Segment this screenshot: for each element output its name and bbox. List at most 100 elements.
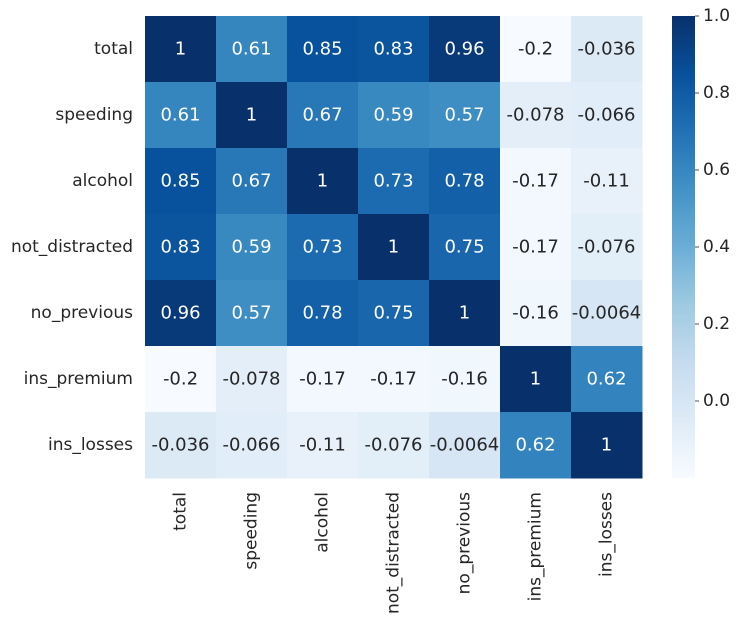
- x-axis-tick-labels: total speeding alcohol not_distracted no_pre…: [171, 492, 617, 614]
- heatmap-cell: [358, 16, 430, 83]
- heatmap-cell-value: 0.59: [373, 105, 413, 126]
- heatmap-cell-value: 0.96: [160, 303, 200, 324]
- heatmap-cell-value: 0.57: [231, 303, 271, 324]
- colorbar-tick-label: 0.8: [703, 83, 730, 103]
- heatmap-cell: [287, 346, 359, 413]
- heatmap-cell: [500, 412, 572, 479]
- heatmap-cell-value: -0.11: [299, 435, 346, 456]
- colorbar: 0.0 0.2 0.4 0.6 0.8 1.0: [672, 6, 730, 478]
- heatmap-cell-value: -0.078: [506, 105, 564, 126]
- heatmap-cell-value: -0.16: [441, 369, 488, 390]
- y-tick-label: not_distracted: [11, 237, 133, 257]
- heatmap-cell: [216, 16, 288, 83]
- heatmap-cell-value: 0.75: [373, 303, 413, 324]
- heatmap-cell: [571, 280, 643, 347]
- heatmap-cell-value: -0.17: [512, 171, 559, 192]
- heatmap-cell: [287, 280, 359, 347]
- x-tick-label: total: [171, 492, 191, 531]
- heatmap-cell: [429, 148, 501, 215]
- heatmap-cells: [145, 16, 643, 479]
- x-tick-label: not_distracted: [384, 492, 404, 614]
- heatmap-cell-labels: 1 0.61 0.85 0.83 0.96 -0.2 -0.036 0.61 1 0.67 0.59…: [151, 39, 641, 456]
- heatmap-cell: [358, 346, 430, 413]
- colorbar-gradient: [672, 16, 695, 478]
- heatmap-cell: [145, 412, 217, 479]
- heatmap-cell-value: 0.78: [302, 303, 342, 324]
- heatmap-cell-value: -0.11: [583, 171, 630, 192]
- heatmap-cell: [429, 82, 501, 149]
- heatmap-cell: [287, 148, 359, 215]
- heatmap-cell: [429, 346, 501, 413]
- y-tick-label: ins_premium: [24, 369, 133, 389]
- heatmap-cell-value: 0.67: [231, 171, 271, 192]
- heatmap-cell: [145, 346, 217, 413]
- heatmap-cell-value: -0.076: [364, 435, 422, 456]
- heatmap-cell: [358, 280, 430, 347]
- heatmap-cell-value: 0.73: [302, 237, 342, 258]
- heatmap-cell-value: 1: [246, 105, 257, 126]
- heatmap-cell: [571, 148, 643, 215]
- colorbar-tick-label: 1.0: [703, 6, 730, 26]
- x-tick-label: ins_premium: [526, 492, 546, 601]
- y-tick-label: alcohol: [72, 171, 133, 191]
- heatmap-cell: [571, 16, 643, 83]
- heatmap-cell: [358, 148, 430, 215]
- heatmap-cell: [571, 214, 643, 281]
- heatmap-cell-value: 0.78: [444, 171, 484, 192]
- heatmap-cell: [145, 280, 217, 347]
- heatmap-cell-value: -0.17: [370, 369, 417, 390]
- heatmap-cell: [358, 214, 430, 281]
- heatmap-cell: [287, 16, 359, 83]
- colorbar-tick-label: 0.0: [703, 391, 730, 411]
- heatmap-cell-value: 0.61: [231, 39, 271, 60]
- heatmap-cell-value: 1: [388, 237, 399, 258]
- heatmap-cell-value: 1: [601, 435, 612, 456]
- heatmap-cell-value: 0.83: [373, 39, 413, 60]
- heatmap-cell-value: 0.57: [444, 105, 484, 126]
- heatmap-cell: [216, 412, 288, 479]
- x-tick-label: alcohol: [313, 492, 333, 553]
- heatmap-cell: [145, 148, 217, 215]
- heatmap-cell: [500, 82, 572, 149]
- heatmap-cell: [500, 280, 572, 347]
- heatmap-cell-value: 0.61: [160, 105, 200, 126]
- heatmap-cell-value: -0.066: [577, 105, 635, 126]
- heatmap-cell: [571, 346, 643, 413]
- heatmap-cell-value: 0.62: [586, 369, 626, 390]
- colorbar-tick-label: 0.6: [703, 160, 730, 180]
- heatmap-cell-value: 0.83: [160, 237, 200, 258]
- x-tick-label: no_previous: [455, 492, 475, 595]
- heatmap-cell: [571, 412, 643, 479]
- heatmap-cell-value: -0.16: [512, 303, 559, 324]
- heatmap-cell: [216, 280, 288, 347]
- heatmap-cell: [287, 412, 359, 479]
- heatmap-cell-value: 1: [317, 171, 328, 192]
- heatmap-cell-value: 0.59: [231, 237, 271, 258]
- heatmap-cell-value: -0.17: [512, 237, 559, 258]
- heatmap-cell-value: -0.066: [222, 435, 280, 456]
- heatmap-cell: [500, 346, 572, 413]
- heatmap-cell: [429, 16, 501, 83]
- heatmap-cell-value: -0.036: [577, 39, 635, 60]
- y-tick-label: speeding: [55, 105, 133, 125]
- heatmap-cell-value: 0.85: [302, 39, 342, 60]
- heatmap-cell: [500, 214, 572, 281]
- heatmap-cell: [287, 82, 359, 149]
- heatmap-cell: [145, 214, 217, 281]
- heatmap-cell: [571, 82, 643, 149]
- heatmap-cell-value: 0.62: [515, 435, 555, 456]
- heatmap-cell-value: 0.75: [444, 237, 484, 258]
- heatmap-cell: [145, 16, 217, 83]
- heatmap-cell: [500, 148, 572, 215]
- heatmap-cell: [216, 214, 288, 281]
- heatmap-cell: [145, 82, 217, 149]
- y-tick-label: total: [94, 39, 133, 59]
- heatmap-cell: [358, 412, 430, 479]
- heatmap-cell: [287, 214, 359, 281]
- heatmap-cell-value: -0.036: [151, 435, 209, 456]
- heatmap-cell: [358, 82, 430, 149]
- heatmap-cell-value: 0.67: [302, 105, 342, 126]
- heatmap-cell-value: -0.0064: [572, 303, 641, 324]
- heatmap-cell-value: -0.0064: [430, 435, 499, 456]
